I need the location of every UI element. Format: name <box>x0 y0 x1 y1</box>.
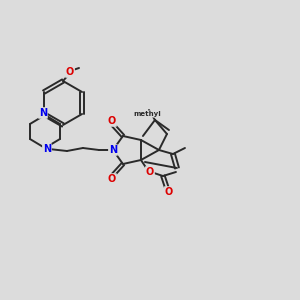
Text: N: N <box>43 144 51 154</box>
Text: N: N <box>39 108 47 118</box>
Text: O: O <box>66 67 74 77</box>
Text: N: N <box>109 145 117 155</box>
Text: O: O <box>165 187 173 197</box>
Text: O: O <box>108 174 116 184</box>
Text: O: O <box>146 167 154 177</box>
Text: methyl: methyl <box>133 111 161 117</box>
Text: O: O <box>108 116 116 126</box>
